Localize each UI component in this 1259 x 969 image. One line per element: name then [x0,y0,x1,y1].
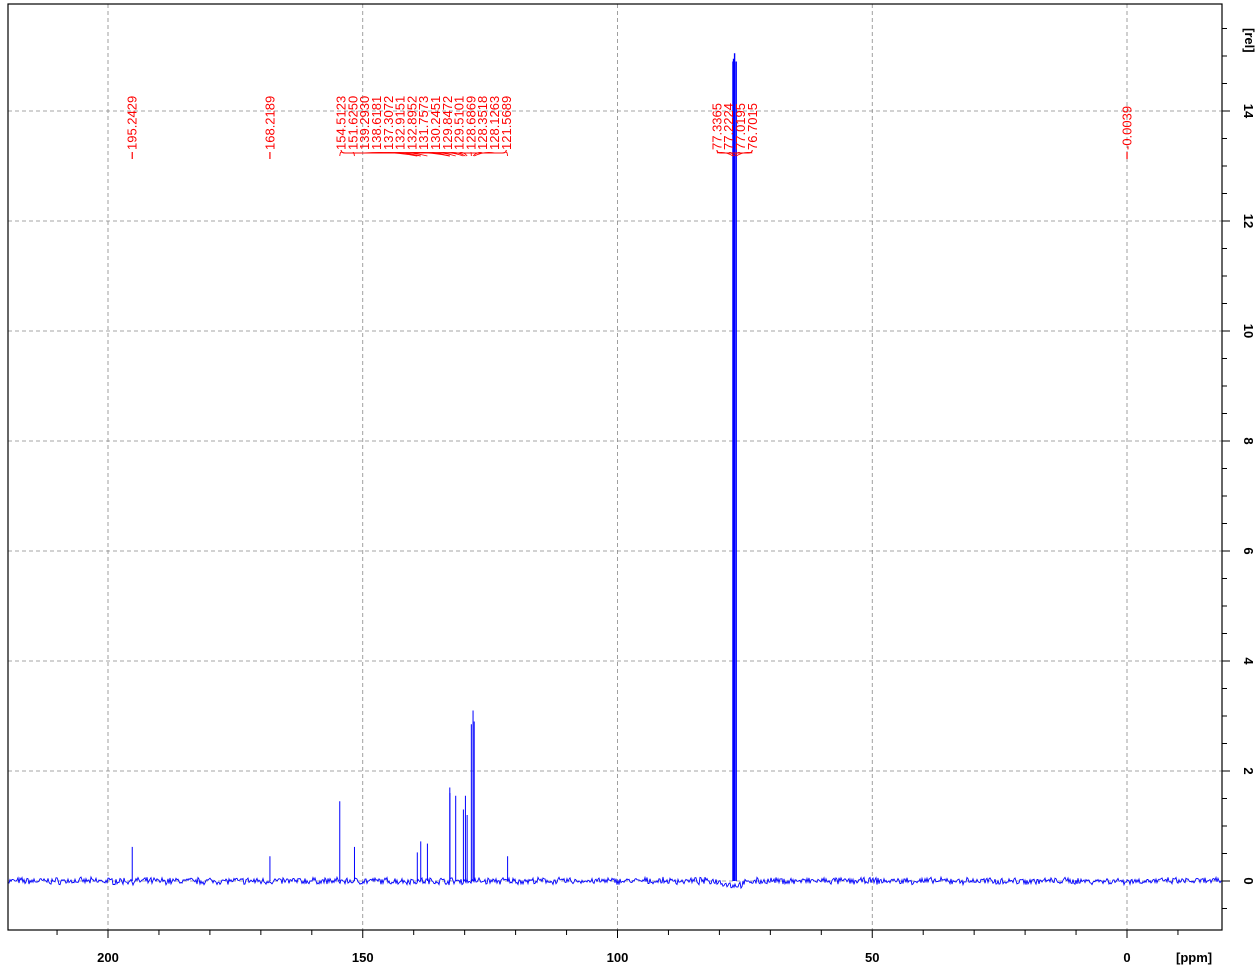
y-axis-ticks: 0 2 4 6 8 10 12 14 [1222,28,1256,909]
spectrum-trace-group [7,53,1223,890]
y-tick-label: 6 [1241,547,1256,554]
peak-label: 128.1263 [487,96,502,150]
peak-label: 137.3072 [381,96,396,150]
y-tick-label: 4 [1241,657,1256,665]
peak-label: 128.3518 [475,96,490,150]
y-tick-label: 12 [1241,214,1256,228]
peak-labels: 195.2429 168.2189 154.5123151.6250139.2930… [125,96,1135,159]
peak-label: -0.0039 [1120,106,1135,150]
peak-label: 128.6869 [463,96,478,150]
peak-label: 138.6181 [369,96,384,150]
x-tick-label: 150 [352,950,374,965]
y-tick-label: 14 [1241,104,1256,119]
spectrum-baseline [7,875,1223,890]
peak-label: 151.6250 [345,96,360,150]
peak-label: 130.2451 [428,96,443,150]
x-tick-label: 0 [1123,950,1130,965]
x-axis-ticks: 200 150 100 50 0 [56,930,1179,965]
peak-label: 76.7015 [745,103,760,150]
peak-label: 168.2189 [262,96,277,150]
peak-label: 132.8952 [404,96,419,150]
peak-label: 154.5123 [334,96,349,150]
peak-label: 129.5101 [452,96,467,150]
peak-label: 139.2930 [357,96,372,150]
y-tick-label: 10 [1241,324,1256,338]
peak-label-connector [505,151,509,157]
y-tick-label: 8 [1241,437,1256,444]
x-tick-label: 50 [865,950,879,965]
plot-frame [7,3,1223,931]
y-axis-title: [rel] [1242,28,1257,53]
peak-label: 77.3365 [709,103,724,150]
peak-label-bracket [340,149,507,154]
x-tick-label: 100 [607,950,629,965]
peak-label-bracket [716,149,753,154]
x-axis-title: [ppm] [1176,950,1212,965]
peak-label: 195.2429 [125,96,140,150]
peak-label-connector [339,151,342,157]
y-tick-label: 2 [1241,767,1256,774]
x-tick-label: 200 [97,950,119,965]
peak-label: 77.2224 [721,103,736,150]
peak-label: 131.7573 [416,96,431,150]
peak-label: 121.5689 [499,96,514,150]
peak-label: 77.0195 [733,103,748,150]
peak-label: 132.9151 [393,96,408,150]
peak-label: 129.8472 [440,96,455,150]
y-tick-label: 0 [1241,877,1256,884]
